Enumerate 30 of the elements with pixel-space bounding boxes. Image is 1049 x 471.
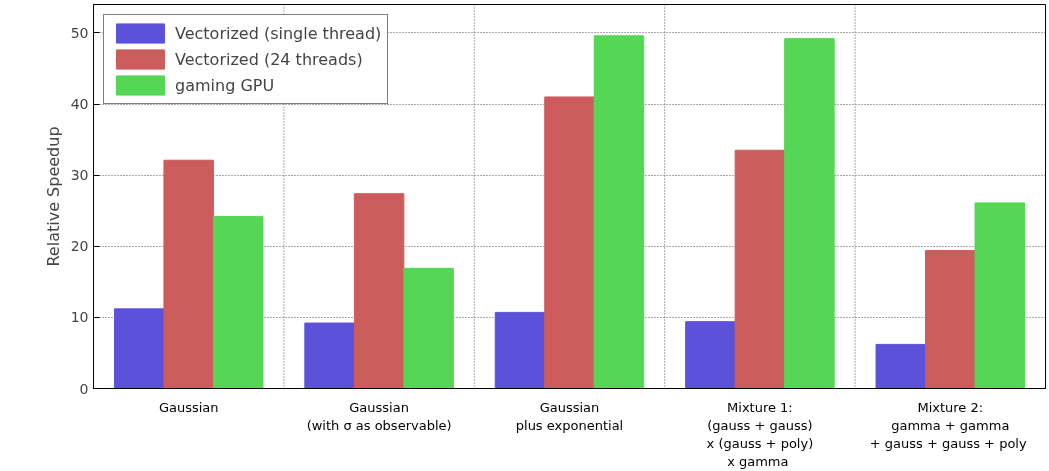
bar — [685, 321, 736, 389]
y-tick-label: 0 — [79, 380, 89, 397]
x-tick-label: Mixture 1: (gauss + gauss) x (gauss + poly) x gamma — [706, 399, 814, 469]
y-tick-label: 10 — [70, 309, 89, 326]
x-tick-label: Mixture 2: gamma + gamma + gauss + gauss + poly — [869, 399, 1027, 451]
x-tick-label: Gaussian (with σ as observable) — [306, 399, 452, 433]
legend-label: Vectorized (24 threads) — [175, 49, 363, 69]
bar — [784, 38, 835, 389]
y-tick-label: 30 — [70, 167, 89, 184]
x-tick-label: Gaussian plus exponential — [515, 399, 624, 433]
bar — [925, 250, 976, 389]
bar — [304, 322, 355, 389]
y-tick-label: 50 — [70, 24, 89, 41]
bar — [875, 343, 927, 389]
bar — [163, 159, 214, 389]
bar — [353, 193, 405, 389]
legend-label: Vectorized (single thread) — [175, 23, 382, 43]
bar — [593, 35, 645, 389]
x-tick-label: Gaussian — [158, 399, 219, 415]
y-tick-label: 40 — [70, 96, 89, 113]
legend-label: gaming GPU — [175, 75, 275, 95]
y-axis-title: Relative Speedup — [43, 126, 63, 267]
bar — [494, 311, 546, 389]
bar — [403, 267, 454, 389]
bar — [544, 96, 595, 389]
bar — [212, 215, 264, 389]
bar — [974, 202, 1026, 389]
y-tick-label: 20 — [70, 238, 89, 255]
bar — [113, 308, 165, 389]
bar — [734, 149, 786, 389]
